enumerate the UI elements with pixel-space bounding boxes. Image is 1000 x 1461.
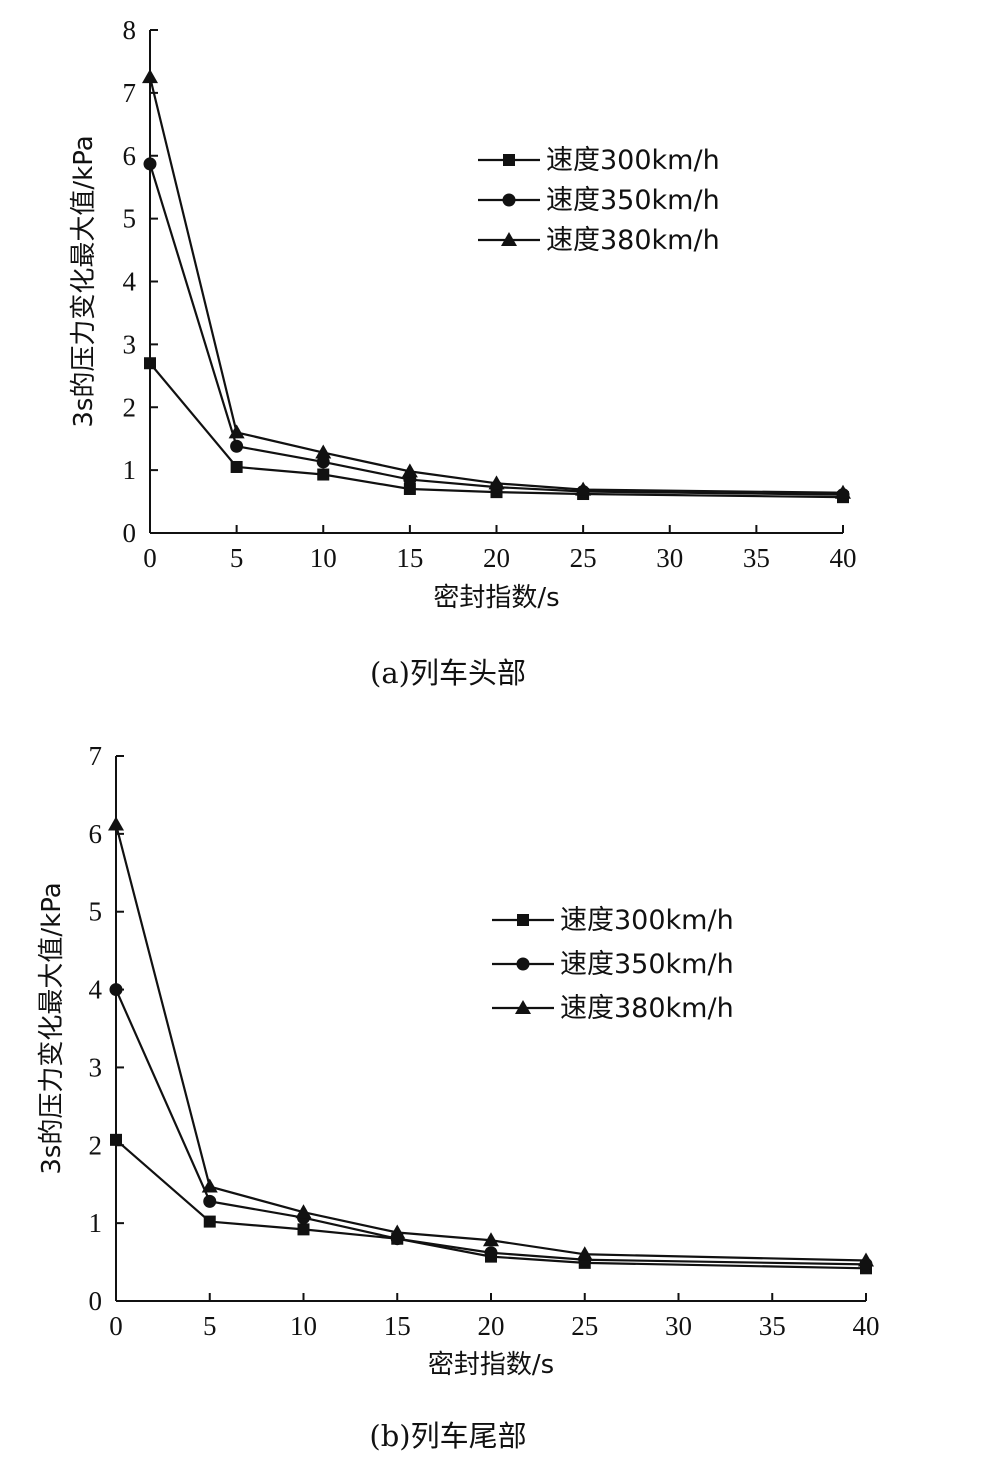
legend-label: 速度350km/h [560, 949, 734, 980]
data-point [316, 455, 330, 469]
y-tick-label: 3 [89, 1052, 103, 1082]
data-point [575, 481, 592, 496]
legend-label: 速度300km/h [560, 905, 734, 936]
figure-caption: (b)列车尾部 [369, 1419, 526, 1453]
data-point [488, 475, 505, 490]
legend: 速度300km/h 速度350km/h 速度380km/h [478, 145, 720, 256]
figure-caption: (a)列车头部 [370, 656, 526, 690]
legend-label: 速度300km/h [546, 145, 720, 176]
y-tick-label: 1 [89, 1208, 103, 1238]
x-tick-label: 0 [143, 543, 157, 573]
data-point [389, 1224, 406, 1239]
x-tick-label: 40 [853, 1311, 880, 1341]
x-tick-label: 15 [396, 543, 423, 573]
data-point [858, 1252, 874, 1267]
x-tick-label: 35 [743, 543, 770, 573]
y-tick-label: 0 [123, 518, 137, 548]
data-point [401, 463, 418, 478]
x-tick-label: 40 [830, 543, 857, 573]
y-tick-label: 2 [123, 392, 137, 422]
data-point [403, 482, 416, 495]
y-tick-label: 1 [123, 455, 137, 485]
data-point [109, 983, 123, 997]
legend: 速度300km/h 速度350km/h 速度380km/h [492, 905, 734, 1024]
x-tick-label: 5 [230, 543, 244, 573]
y-tick-label: 5 [123, 204, 137, 234]
series-circle [109, 983, 873, 1271]
y-tick-label: 7 [123, 78, 137, 108]
data-point [317, 468, 330, 481]
data-point [297, 1223, 310, 1236]
legend-label: 速度380km/h [546, 225, 720, 256]
x-tick-label: 30 [656, 543, 683, 573]
data-point [143, 157, 157, 171]
series-triangle [108, 816, 874, 1267]
data-point [484, 1246, 498, 1260]
y-axis-label: 3s的压力变化最大值/kPa [69, 135, 99, 427]
data-point [483, 1232, 499, 1247]
series-circle [143, 157, 850, 502]
y-tick-label: 8 [123, 15, 137, 45]
legend-marker-square [517, 914, 529, 926]
legend-marker-triangle [515, 1000, 531, 1014]
x-tick-label: 35 [759, 1311, 786, 1341]
legend-label: 速度380km/h [560, 993, 734, 1024]
y-tick-label: 4 [89, 975, 103, 1005]
y-tick-label: 0 [89, 1286, 103, 1316]
x-axis-label: 密封指数/s [433, 583, 559, 613]
y-tick-label: 7 [89, 741, 103, 771]
y-tick-label: 6 [123, 141, 137, 171]
data-point [108, 816, 124, 831]
y-tick-label: 6 [89, 819, 103, 849]
x-tick-label: 10 [310, 543, 337, 573]
x-axis-label: 密封指数/s [428, 1350, 554, 1380]
x-tick-label: 0 [109, 1311, 123, 1341]
data-point [295, 1204, 312, 1219]
data-point [230, 460, 243, 473]
data-point [142, 69, 158, 84]
data-point [228, 424, 245, 439]
legend-marker-square [503, 154, 515, 166]
y-tick-label: 3 [123, 329, 137, 359]
legend-marker-circle [502, 193, 516, 207]
series-line [148, 163, 844, 496]
legend-label: 速度350km/h [546, 185, 720, 216]
series-triangle [142, 69, 851, 499]
data-point [315, 444, 332, 459]
x-tick-label: 25 [570, 543, 597, 573]
x-tick-label: 20 [478, 1311, 505, 1341]
y-tick-label: 2 [89, 1130, 103, 1160]
data-point [201, 1178, 218, 1193]
series-line [148, 76, 844, 494]
x-tick-label: 5 [203, 1311, 217, 1341]
x-tick-label: 10 [290, 1311, 317, 1341]
data-point [230, 439, 244, 453]
chart-a: 0 1 2 3 4 5 6 7 8 0 5 10 15 20 25 30 35 40 3s的压力变化最大值/kPa 密… [69, 15, 857, 690]
y-axis-label: 3s的压力变化最大值/kPa [37, 882, 67, 1174]
data-point [110, 1133, 122, 1146]
data-point [203, 1194, 217, 1208]
data-point [576, 1246, 593, 1261]
y-tick-label: 4 [123, 267, 137, 297]
data-point [144, 357, 156, 370]
x-tick-label: 20 [483, 543, 510, 573]
y-tick-label: 5 [89, 897, 103, 927]
x-tick-label: 30 [665, 1311, 692, 1341]
series-line [114, 824, 867, 1262]
data-point [203, 1215, 216, 1228]
legend-marker-circle [516, 957, 530, 971]
chart-b: 0 1 2 3 4 5 6 7 0 5 10 15 20 25 30 35 40 3s的压力变化最大值/kPa 密封… [37, 741, 880, 1453]
data-point [835, 484, 851, 499]
x-tick-label: 15 [384, 1311, 411, 1341]
x-tick-label: 25 [571, 1311, 598, 1341]
legend-marker-triangle [501, 232, 517, 246]
